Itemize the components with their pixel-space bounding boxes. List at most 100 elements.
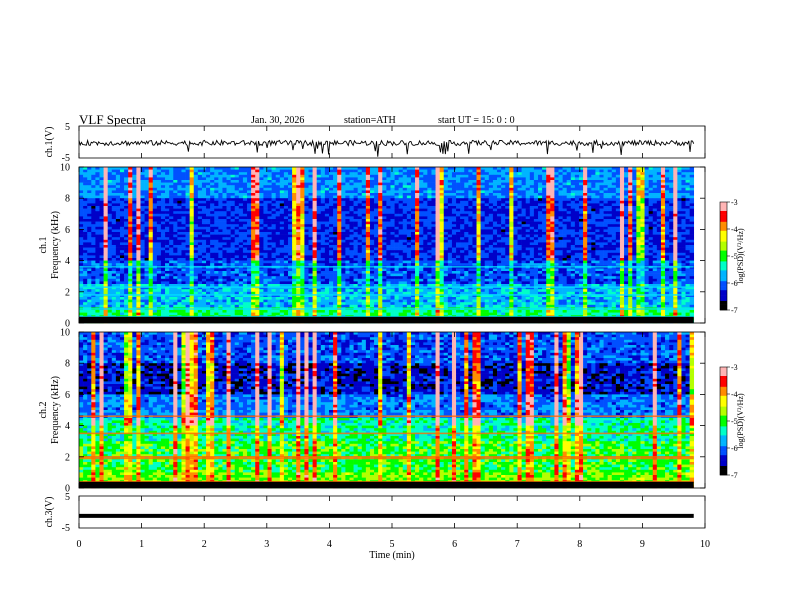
spectrogram-cell <box>226 200 231 204</box>
spectrogram-cell <box>312 229 317 233</box>
spectrogram-cell <box>599 198 604 202</box>
spectrogram-cell <box>427 250 432 254</box>
spectrogram-cell <box>288 185 293 189</box>
spectrogram-cell <box>111 211 117 215</box>
spectrogram-cell <box>328 226 334 230</box>
spectrogram-cell <box>128 190 133 194</box>
spectrogram-cell <box>255 229 260 233</box>
spectrogram-cell <box>677 187 682 191</box>
spectrogram-cell <box>95 232 100 235</box>
spectrogram-cell <box>177 247 182 251</box>
spectrogram-cell <box>193 167 199 170</box>
spectrogram-cell <box>267 226 272 230</box>
spectrogram-cell <box>218 239 223 243</box>
spectrogram-cell <box>292 206 297 209</box>
spectrogram-cell <box>185 172 190 176</box>
spectrogram-cell <box>124 237 129 241</box>
spectrogram-cell <box>431 242 436 246</box>
spectrogram-cell <box>423 224 428 228</box>
spectrogram-cell <box>570 169 576 173</box>
spectrogram-cell <box>234 206 240 209</box>
spectrogram-cell <box>132 172 137 176</box>
spectrogram-cell <box>111 203 117 207</box>
spectrogram-cell <box>570 174 576 178</box>
spectrogram-cell <box>242 208 248 212</box>
spectrogram-cell <box>263 206 268 209</box>
spectrogram-cell <box>472 182 477 186</box>
spectrogram-cell <box>279 182 285 186</box>
spectrogram-cell <box>648 193 654 196</box>
spectrogram-cell <box>181 224 186 228</box>
spectrogram-cell <box>140 229 145 233</box>
spectrogram-cell <box>439 245 445 248</box>
spectrogram-cell <box>517 174 522 178</box>
spectrogram-cell <box>328 187 334 191</box>
spectrogram-cell <box>296 200 301 204</box>
spectrogram-cell <box>665 190 670 194</box>
spectrogram-cell <box>353 234 358 238</box>
spectrogram-cell <box>603 193 608 196</box>
spectrogram-cell <box>79 245 84 248</box>
spectrogram-cell <box>374 239 379 243</box>
spectrogram-cell <box>669 229 674 233</box>
spectrogram-cell <box>497 172 502 176</box>
spectrogram-cell <box>632 172 637 176</box>
spectrogram-cell <box>288 213 293 217</box>
spectrogram-cell <box>505 185 510 189</box>
spectrogram-cell <box>529 206 535 209</box>
spectrogram-cell <box>587 174 592 178</box>
spectrogram-cell <box>517 172 522 176</box>
spectrogram-cell <box>136 242 141 246</box>
spectrogram-cell <box>144 172 149 176</box>
spectrogram-cell <box>152 169 158 173</box>
spectrogram-cell <box>378 216 383 220</box>
spectrogram-cell <box>148 237 154 241</box>
spectrogram-cell <box>148 250 154 254</box>
spectrogram-cell <box>583 245 588 248</box>
spectrogram-cell <box>615 216 621 220</box>
spectrogram-cell <box>386 190 391 194</box>
spectrogram-cell <box>427 182 432 186</box>
spectrogram-cell <box>685 226 690 230</box>
spectrogram-cell <box>660 190 666 194</box>
spectrogram-cell <box>456 234 461 238</box>
spectrogram-cell <box>263 182 268 186</box>
spectrogram-cell <box>119 169 125 173</box>
spectrogram-cell <box>267 180 272 183</box>
spectrogram-cell <box>390 226 395 230</box>
spectrogram-cell <box>316 169 322 173</box>
spectrogram-cell <box>177 245 182 248</box>
spectrogram-cell <box>402 206 408 209</box>
spectrogram-cell <box>189 252 195 256</box>
spectrogram-cell <box>177 226 182 230</box>
spectrogram-cell <box>583 232 588 235</box>
spectrogram-cell <box>603 172 608 176</box>
spectrogram-cell <box>595 229 600 233</box>
spectrogram-cell <box>652 198 658 202</box>
spectrogram-cell <box>271 216 277 220</box>
spectrogram-cell <box>538 174 543 178</box>
spectrogram-cell <box>357 167 363 170</box>
spectrogram-cell <box>111 195 117 199</box>
spectrogram-cell <box>521 203 527 207</box>
spectrogram-cell <box>673 172 678 176</box>
spectrogram-cell <box>369 200 375 204</box>
spectrogram-cell <box>369 190 375 194</box>
spectrogram-cell <box>550 247 555 251</box>
spectrogram-cell <box>263 245 268 248</box>
spectrogram-cell <box>79 229 84 233</box>
spectrogram-cell <box>288 211 293 215</box>
spectrogram-cell <box>538 245 543 248</box>
spectrogram-cell <box>185 224 190 228</box>
spectrogram-cell <box>607 211 613 215</box>
spectrogram-cell <box>439 208 445 212</box>
spectrogram-cell <box>427 221 432 225</box>
spectrogram-cell <box>185 177 190 181</box>
spectrogram-cell <box>394 169 399 173</box>
spectrogram-cell <box>685 250 690 254</box>
spectrogram-cell <box>546 250 551 254</box>
spectrogram-cell <box>99 206 104 209</box>
spectrogram-cell <box>615 234 621 238</box>
spectrogram-cell <box>345 206 350 209</box>
spectrogram-cell <box>480 239 486 243</box>
